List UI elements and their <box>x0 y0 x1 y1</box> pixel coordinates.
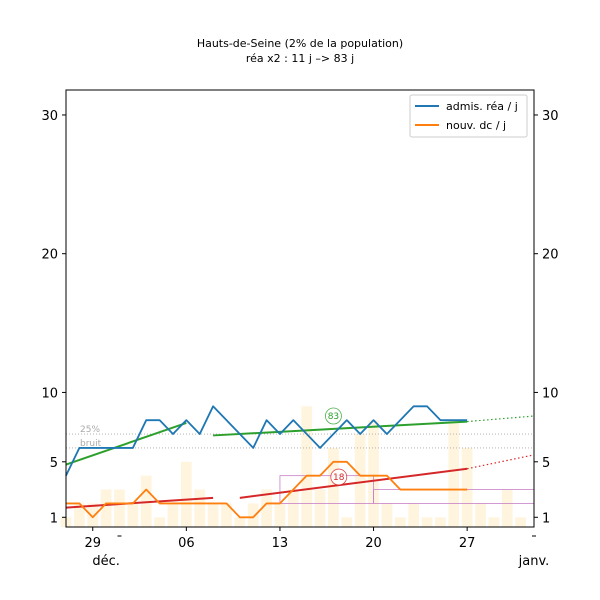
background-bar <box>341 517 353 527</box>
series-lines <box>65 405 468 519</box>
background-bar <box>247 503 259 527</box>
background-bar <box>421 517 433 527</box>
series-line <box>66 460 468 519</box>
legend-box <box>409 94 528 138</box>
background-bar <box>114 489 125 527</box>
background-bar <box>194 489 206 527</box>
x-tick-label: 06 <box>178 536 195 551</box>
y-tick-label-left: 30 <box>41 109 58 124</box>
y-tick-label-left: 10 <box>41 386 58 401</box>
background-bar <box>207 503 219 527</box>
background-bar <box>448 420 460 527</box>
legend-label: admis. réa / j <box>446 100 518 113</box>
x-month-label: janv. <box>518 554 550 569</box>
threshold-lines: 25% bruit <box>66 425 534 449</box>
background-bar <box>488 517 500 527</box>
trend-line <box>65 496 214 509</box>
background-bar <box>154 517 165 527</box>
series-line <box>65 405 468 477</box>
background-bar <box>435 517 446 527</box>
background-bar <box>74 503 85 527</box>
background-bar <box>234 517 246 527</box>
background-bar <box>461 447 473 527</box>
y-tick-label-right: 1 <box>542 511 550 526</box>
background-bar <box>475 503 486 527</box>
legend-label: nouv. dc / j <box>446 119 506 132</box>
background-bar <box>394 517 406 527</box>
background-bar <box>261 489 272 527</box>
annotation-label: 83 <box>328 412 339 422</box>
trend-line <box>239 467 468 499</box>
background-bar <box>354 434 366 527</box>
background-bar <box>274 503 286 527</box>
y-tick-label-left: 5 <box>50 456 58 471</box>
y-tick-label-right: 10 <box>542 386 559 401</box>
y-tick-label-right: 20 <box>542 248 559 263</box>
background-bar <box>100 489 112 527</box>
threshold-label: 25% <box>80 425 100 435</box>
trend-line <box>213 420 468 437</box>
y-tick-label-left: 1 <box>50 511 58 526</box>
background-bars <box>60 406 526 527</box>
background-bar <box>127 503 139 527</box>
background-bar <box>314 489 326 527</box>
annotations: 83 18 <box>325 407 348 486</box>
background-bar <box>515 517 526 527</box>
chart-subtitle: réa x2 : 11 j –> 83 j <box>246 52 354 65</box>
annotation-badge <box>325 407 342 425</box>
y-tick-label-right: 30 <box>542 109 559 124</box>
threshold-label: bruit <box>80 439 102 449</box>
plot-frame <box>65 89 535 528</box>
annotation-label: 18 <box>333 473 345 483</box>
legend: admis. réa / j nouv. dc / j <box>409 94 528 138</box>
x-month-label: déc. <box>92 554 120 569</box>
background-bar <box>368 420 379 527</box>
trend-lines <box>65 415 535 509</box>
x-tick-label: 29 <box>84 536 101 551</box>
background-bar <box>87 503 99 527</box>
x-tick-label: 20 <box>365 536 382 551</box>
background-bar <box>328 447 339 527</box>
trend-projection <box>467 454 535 470</box>
background-bar <box>167 503 179 527</box>
axes: 1 1 5 5 10 10 20 20 30 30 29 06 13 20 27 déc. janv. <box>41 109 558 569</box>
trend-projection <box>467 415 535 423</box>
annotation-badge <box>330 468 348 486</box>
background-bar <box>381 503 393 527</box>
background-bar <box>501 489 513 527</box>
background-bar <box>287 489 299 527</box>
x-tick-label: 13 <box>272 536 289 551</box>
x-tick-label: 27 <box>459 536 476 551</box>
background-bar <box>301 406 313 527</box>
trend-line <box>65 422 187 466</box>
y-tick-label-left: 20 <box>41 248 58 263</box>
chart-title: Hauts-de-Seine (2% de la population) <box>197 37 403 50</box>
background-bar <box>180 461 192 527</box>
background-bar <box>408 503 420 527</box>
background-bar <box>221 503 232 527</box>
y-tick-label-right: 5 <box>542 456 550 471</box>
